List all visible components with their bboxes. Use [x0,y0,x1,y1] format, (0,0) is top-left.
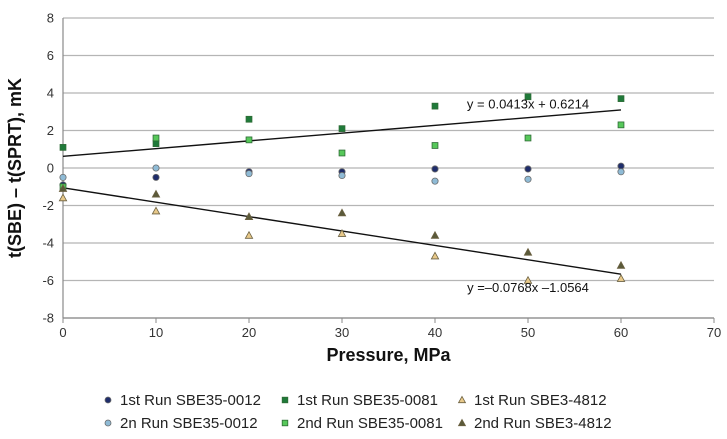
legend-label: 1st Run SBE3-4812 [474,392,607,409]
data-point [152,173,160,181]
legend-marker [457,395,467,404]
trendline-equation-0: y = 0.0413x + 0.6214 [467,96,589,111]
data-point [524,93,532,101]
series-5 [58,184,626,269]
axes [62,18,715,323]
grid-lines [63,17,714,319]
data-point [431,142,439,149]
y-tick-label: 4 [47,86,54,101]
data-point [524,175,532,183]
data-point [244,212,254,220]
legend-item: 2nd Run SBE35-0081 [281,415,443,432]
y-tick-label: 8 [47,11,54,26]
data-point [59,173,67,181]
x-tick-label: 20 [242,325,256,340]
legend-marker [281,419,289,427]
data-point [151,189,161,198]
data-point [245,136,253,144]
legend-label: 2nd Run SBE35-0081 [297,415,443,432]
data-point [338,125,346,132]
y-tick-label: 2 [47,123,54,138]
data-point [616,260,626,269]
legend-marker [104,396,112,404]
y-tick-label: -2 [42,198,54,213]
y-axis-title: t(SBE) – t(SPRT), mK [5,78,25,258]
trendlines [62,109,622,275]
x-tick-label: 0 [59,325,66,340]
legend-marker [457,418,467,427]
data-point [617,168,625,176]
series-4 [58,193,626,284]
legend-item: 2n Run SBE35-0012 [104,415,258,432]
legend-item: 1st Run SBE35-0081 [281,392,438,409]
legend-label: 1st Run SBE35-0012 [120,392,261,409]
y-tick-label: 6 [47,48,54,63]
data-point [337,229,347,237]
data-point [337,208,347,217]
legend-label: 1st Run SBE35-0081 [297,392,438,409]
x-tick-label: 40 [428,325,442,340]
data-point [617,95,625,102]
data-point [58,184,68,192]
x-tick-label: 30 [335,325,349,340]
legend-item: 2nd Run SBE3-4812 [457,415,612,432]
data-point [58,193,68,202]
data-points [58,93,626,284]
series-2 [59,93,625,151]
data-point [245,115,253,123]
data-point [152,140,160,147]
data-point [338,149,346,157]
x-tick-label: 10 [149,325,163,340]
data-point [338,171,346,180]
y-tick-label: -8 [42,311,54,326]
x-tick-label: 50 [521,325,535,340]
legend: 1st Run SBE35-0012 1st Run SBE35-0081 1st … [104,392,612,432]
data-point [151,206,161,215]
legend-marker [104,419,112,427]
legend-marker [281,396,289,404]
data-point [430,230,440,239]
trendline-equations: y = 0.0413x + 0.6214 y =–0.0768x –1.0564 [467,96,589,295]
data-point [59,144,67,151]
data-point [244,230,254,239]
legend-label: 2nd Run SBE3-4812 [474,415,612,432]
legend-item: 1st Run SBE35-0012 [104,392,261,409]
y-tick-label: -6 [42,273,54,288]
data-point [524,165,532,173]
x-tick-label: 70 [707,325,721,340]
data-point [431,165,439,173]
data-point [245,170,253,178]
data-point [431,102,439,110]
x-tick-label: 60 [614,325,628,340]
data-point [616,274,626,282]
series-3 [59,121,625,191]
trendline-equation-1: y =–0.0768x –1.0564 [467,280,589,295]
tick-labels: -8 -6 -4 -2 0 2 4 6 8 0 10 20 30 40 50 60 70 [42,11,721,341]
trendline-0 [62,109,622,158]
data-point [617,121,625,129]
legend-label: 2n Run SBE35-0012 [120,415,258,432]
data-point [152,134,160,142]
data-point [523,275,533,284]
y-tick-label: 0 [47,161,54,176]
data-point [431,177,439,185]
data-point [523,247,533,256]
legend-item: 1st Run SBE3-4812 [457,392,607,409]
series-1 [59,164,625,185]
data-point [524,134,532,142]
x-axis-title: Pressure, MPa [326,345,451,365]
data-point [152,164,160,172]
data-point [430,251,440,260]
y-tick-label: -4 [42,236,54,251]
